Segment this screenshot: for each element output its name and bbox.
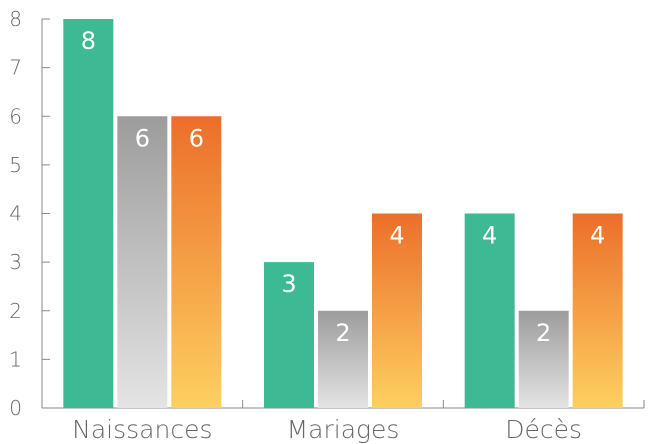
- bars: [63, 19, 623, 408]
- data-label: 4: [389, 222, 404, 250]
- data-label: 6: [189, 124, 204, 152]
- bar: [117, 116, 168, 408]
- y-tick-label: 0: [9, 396, 22, 420]
- x-tick-label: Décès: [505, 415, 582, 444]
- data-label: 2: [335, 319, 350, 347]
- y-tick-label: 6: [9, 104, 22, 128]
- data-label: 8: [81, 27, 96, 55]
- y-tick-label: 1: [9, 347, 22, 371]
- y-tick-label: 5: [9, 153, 22, 177]
- data-label: 4: [590, 222, 605, 250]
- data-labels: 8 6 6 3 2 4 4 2 4: [81, 27, 606, 347]
- bar: [318, 310, 368, 408]
- bar: [372, 213, 422, 408]
- bar: [464, 213, 515, 408]
- y-tick-label: 8: [9, 7, 22, 31]
- data-label: 4: [482, 222, 497, 250]
- y-tick-label: 7: [9, 56, 22, 80]
- data-label: 3: [281, 270, 296, 298]
- y-tick-label: 3: [9, 250, 22, 274]
- bar: [264, 262, 314, 408]
- bar: [518, 310, 569, 408]
- x-tick-label: Naissances: [72, 415, 212, 444]
- x-tick-label: Mariages: [287, 415, 400, 444]
- category-labels: Naissances Mariages Décès: [72, 415, 582, 444]
- bar: [63, 19, 114, 408]
- y-tick-label: 2: [9, 299, 22, 323]
- bar: [171, 116, 222, 408]
- y-axis: 0 1 2 3 4 5 6 7 8: [9, 7, 50, 420]
- data-label: 6: [135, 124, 150, 152]
- y-tick-label: 4: [9, 202, 22, 226]
- data-label: 2: [536, 319, 551, 347]
- bar: [572, 213, 623, 408]
